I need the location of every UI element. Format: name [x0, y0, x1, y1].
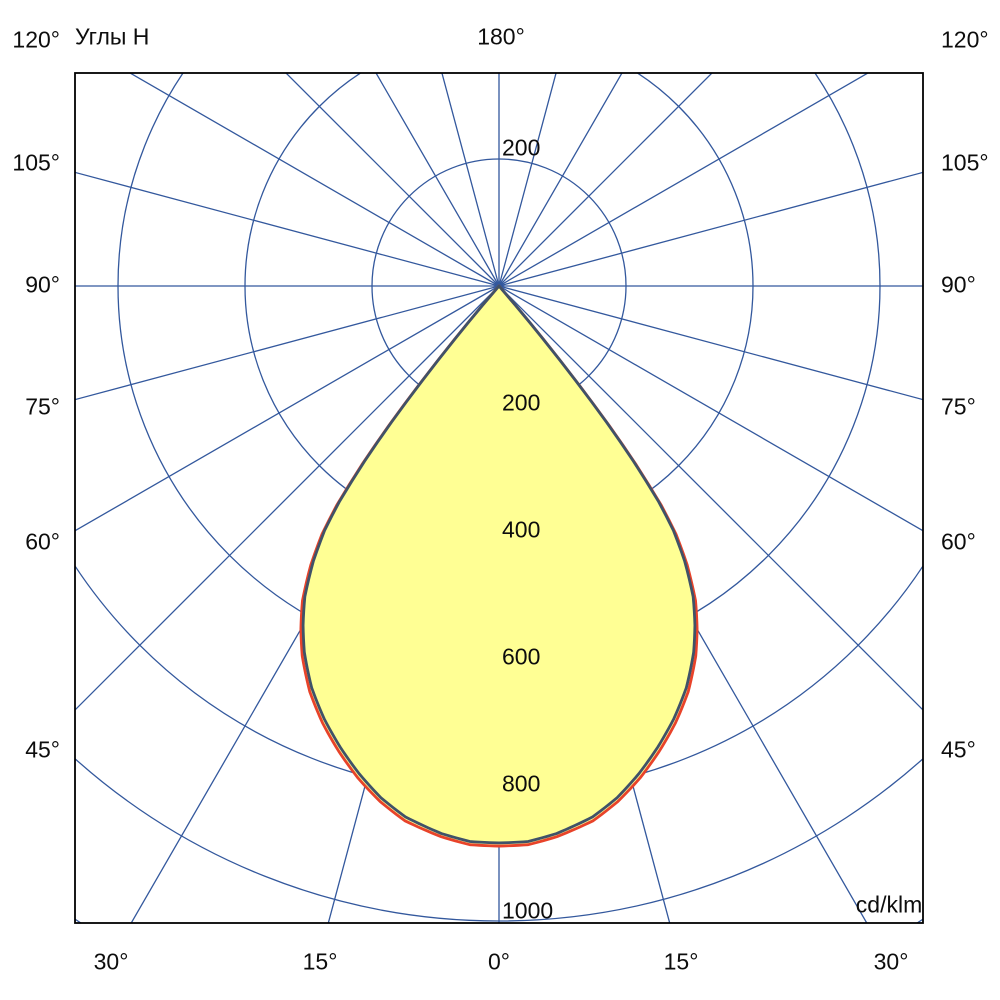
- angle-label-left-75: 75°: [25, 393, 60, 420]
- curve-plane-C90-C270: [301, 284, 697, 845]
- grid-ray-240: [128, 73, 500, 287]
- angle-label-bottom-2: 0°: [488, 948, 510, 975]
- angle-label-bottom-4: 30°: [873, 948, 909, 975]
- angle-label-left-90: 90°: [25, 271, 60, 298]
- radial-label-800: 800: [502, 770, 541, 797]
- grid-ray-45: [498, 285, 923, 711]
- angle-label-bottom-1: 15°: [302, 948, 338, 975]
- plane-title: Углы H: [75, 23, 150, 50]
- radial-label-upper-200: 200: [502, 134, 541, 161]
- grid-ray-225: [285, 73, 500, 287]
- angle-label-bottom-0: 30°: [93, 948, 129, 975]
- angle-label-right-45: 45°: [941, 736, 976, 763]
- radial-label-200: 200: [502, 389, 541, 416]
- grid-ray-300: [75, 285, 500, 532]
- angle-label-left-60: 60°: [25, 528, 60, 555]
- grid-ray-120: [498, 73, 870, 287]
- angle-label-right-90: 90°: [941, 271, 976, 298]
- radial-label-1000: 1000: [502, 897, 554, 924]
- unit-label: cd/klm: [855, 891, 923, 918]
- angle-label-left-45: 45°: [25, 736, 60, 763]
- radial-label-400: 400: [502, 516, 541, 543]
- angle-label-left-105: 105°: [12, 149, 60, 176]
- radial-label-600: 600: [502, 643, 541, 670]
- angle-label-top-180: 180°: [477, 23, 525, 50]
- curve-plane-C0-C180: [299, 284, 699, 848]
- grid-ray-150: [498, 73, 623, 287]
- grid-ray-285: [75, 285, 500, 401]
- plot-border: [74, 72, 924, 924]
- grid-ray-60: [498, 285, 923, 532]
- grid-ray-195: [441, 73, 500, 287]
- grid-ray-315: [75, 285, 500, 711]
- grid-ray-75: [498, 285, 923, 401]
- angle-label-bottom-3: 15°: [663, 948, 699, 975]
- angle-label-right-75: 75°: [941, 393, 976, 420]
- angle-label-right-120: 120°: [941, 26, 989, 53]
- grid-ray-210: [375, 73, 500, 287]
- grid-ray-165: [498, 73, 557, 287]
- angle-label-left-120: 120°: [12, 26, 60, 53]
- grid-ray-255: [75, 171, 500, 287]
- grid-ray-135: [498, 73, 713, 287]
- angle-label-right-105: 105°: [941, 149, 989, 176]
- angle-label-right-60: 60°: [941, 528, 976, 555]
- grid-ray-105: [498, 171, 923, 287]
